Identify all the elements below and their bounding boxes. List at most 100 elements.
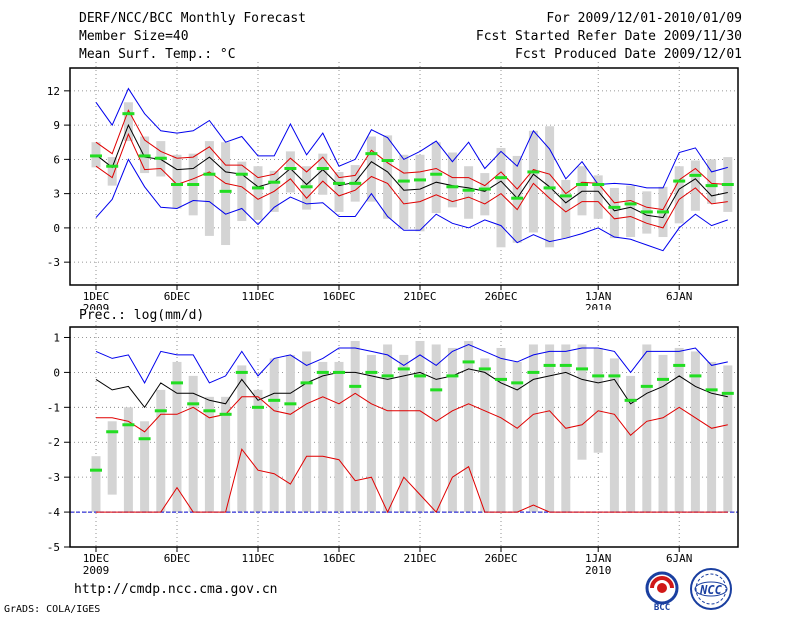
header-right: For 2009/12/01-2010/01/09 Fcst Started R…: [476, 10, 742, 64]
temp-xtick-sublabel: 2009: [83, 302, 110, 310]
header-left: DERF/NCC/BCC Monthly Forecast Member Siz…: [79, 10, 306, 64]
ncc-logo: NCC: [690, 568, 732, 610]
temp-range-box: [626, 185, 636, 238]
temp-range-box: [318, 153, 328, 195]
temp-range-box: [674, 166, 684, 224]
prec-series-max: [95, 343, 728, 384]
temp-range-box: [464, 166, 474, 219]
prec-range-box: [253, 389, 263, 513]
prec-range-box: [383, 344, 393, 513]
prec-range-box: [447, 347, 457, 513]
temp-range-box: [707, 159, 717, 204]
temp-ytick-label: -3: [47, 256, 60, 269]
temp-xtick-sublabel: 2010: [585, 302, 612, 310]
fcst-started-date: Fcst Started Refer Date 2009/11/30: [475, 29, 742, 44]
temp-ytick-label: 12: [47, 85, 60, 98]
prec-range-box: [91, 456, 101, 513]
prec-range-box: [545, 344, 555, 513]
prec-range-box: [431, 344, 441, 513]
prec-range-box: [172, 361, 182, 513]
temp-range-box: [107, 157, 117, 186]
temp-series-upper: [95, 109, 728, 211]
prec-frame: [69, 326, 739, 548]
temp-ytick-label: 3: [53, 188, 60, 201]
temp-range-box: [690, 160, 700, 211]
temp-xtick-label: 26DEC: [484, 290, 517, 303]
prec-range-box: [204, 396, 214, 513]
prec-range-box: [642, 344, 652, 513]
prec-ytick-label: 0: [53, 366, 60, 379]
forecast-title: DERF/NCC/BCC Monthly Forecast: [79, 11, 306, 26]
temp-xtick-label: 11DEC: [241, 290, 274, 303]
prec-xtick-label: 1DEC: [83, 552, 110, 565]
prec-range-box: [496, 347, 506, 513]
temp-xtick-label: 6DEC: [164, 290, 191, 303]
prec-ytick-label: -5: [47, 541, 60, 554]
prec-range-box: [512, 361, 522, 513]
prec-series-lower: [96, 448, 728, 514]
temp-range-box: [204, 141, 214, 236]
prec-range-box: [318, 361, 328, 513]
prec-range-box: [464, 340, 474, 513]
temp-xtick-label: 21DEC: [403, 290, 436, 303]
prec-series-mean: [95, 368, 728, 409]
prec-xtick-label: 16DEC: [322, 552, 355, 565]
member-size: Member Size=40: [79, 29, 189, 44]
prec-series-upper: [96, 392, 728, 437]
temp-range-box: [237, 161, 247, 222]
prec-range-box: [723, 365, 733, 513]
temp-range-box: [561, 179, 571, 239]
prec-xtick-label: 1JAN: [585, 552, 612, 565]
prec-xtick-sublabel: 2010: [585, 564, 612, 577]
prec-ytick-label: -3: [47, 471, 60, 484]
prec-range-box: [156, 389, 166, 513]
bcc-logo-text: BCC: [654, 603, 670, 612]
fcst-produced-date: Fcst Produced Date 2009/12/01: [515, 47, 742, 62]
temp-range-box: [528, 130, 538, 233]
temp-xtick-label: 1JAN: [585, 290, 612, 303]
grads-credit: GrADS: COLA/IGES: [4, 604, 101, 615]
prec-range-box: [221, 396, 231, 513]
source-url[interactable]: http://cmdp.ncc.cma.gov.cn: [74, 582, 278, 597]
prec-range-box: [658, 354, 668, 513]
prec-range-box: [140, 421, 150, 513]
temp-xtick-label: 1DEC: [83, 290, 110, 303]
prec-range-box: [674, 347, 684, 513]
temp-frame: [69, 67, 739, 286]
temp-range-box: [431, 142, 441, 214]
temp-xtick-label: 6JAN: [666, 290, 693, 303]
temp-range-box: [334, 171, 344, 212]
forecast-period: For 2009/12/01-2010/01/09: [546, 11, 742, 26]
prec-xtick-sublabel: 2009: [83, 564, 110, 577]
prec-range-box: [302, 351, 312, 513]
prec-range-box: [690, 351, 700, 513]
prec-range-box: [237, 365, 247, 513]
prec-range-box: [609, 358, 619, 513]
temp-range-box: [496, 147, 506, 248]
prec-range-box: [480, 358, 490, 513]
temp-series-lower: [95, 132, 728, 229]
temp-range-box: [366, 136, 376, 202]
prec-xtick-label: 21DEC: [403, 552, 436, 565]
temp-range-box: [253, 166, 263, 220]
prec-ytick-label: -4: [47, 506, 61, 519]
prec-ytick-label: 1: [53, 331, 60, 344]
temp-series-max: [95, 87, 728, 189]
prec-range-box: [399, 354, 409, 513]
temp-xtick-label: 16DEC: [322, 290, 355, 303]
bcc-logo: BCC: [645, 571, 679, 612]
temp-range-box: [609, 187, 619, 239]
temp-series-min: [95, 158, 728, 252]
ncc-logo-text: NCC: [699, 583, 722, 597]
prec-ytick-label: -1: [47, 401, 60, 414]
prec-range-box: [334, 361, 344, 513]
prec-xtick-label: 26DEC: [484, 552, 517, 565]
prec-range-box: [528, 344, 538, 513]
temp-ytick-label: 6: [53, 153, 60, 166]
temp-ytick-label: 0: [53, 222, 60, 235]
temp-range-box: [221, 142, 231, 246]
temp-range-box: [399, 154, 409, 230]
prec-xtick-label: 6DEC: [164, 552, 191, 565]
temp-range-box: [172, 154, 182, 209]
